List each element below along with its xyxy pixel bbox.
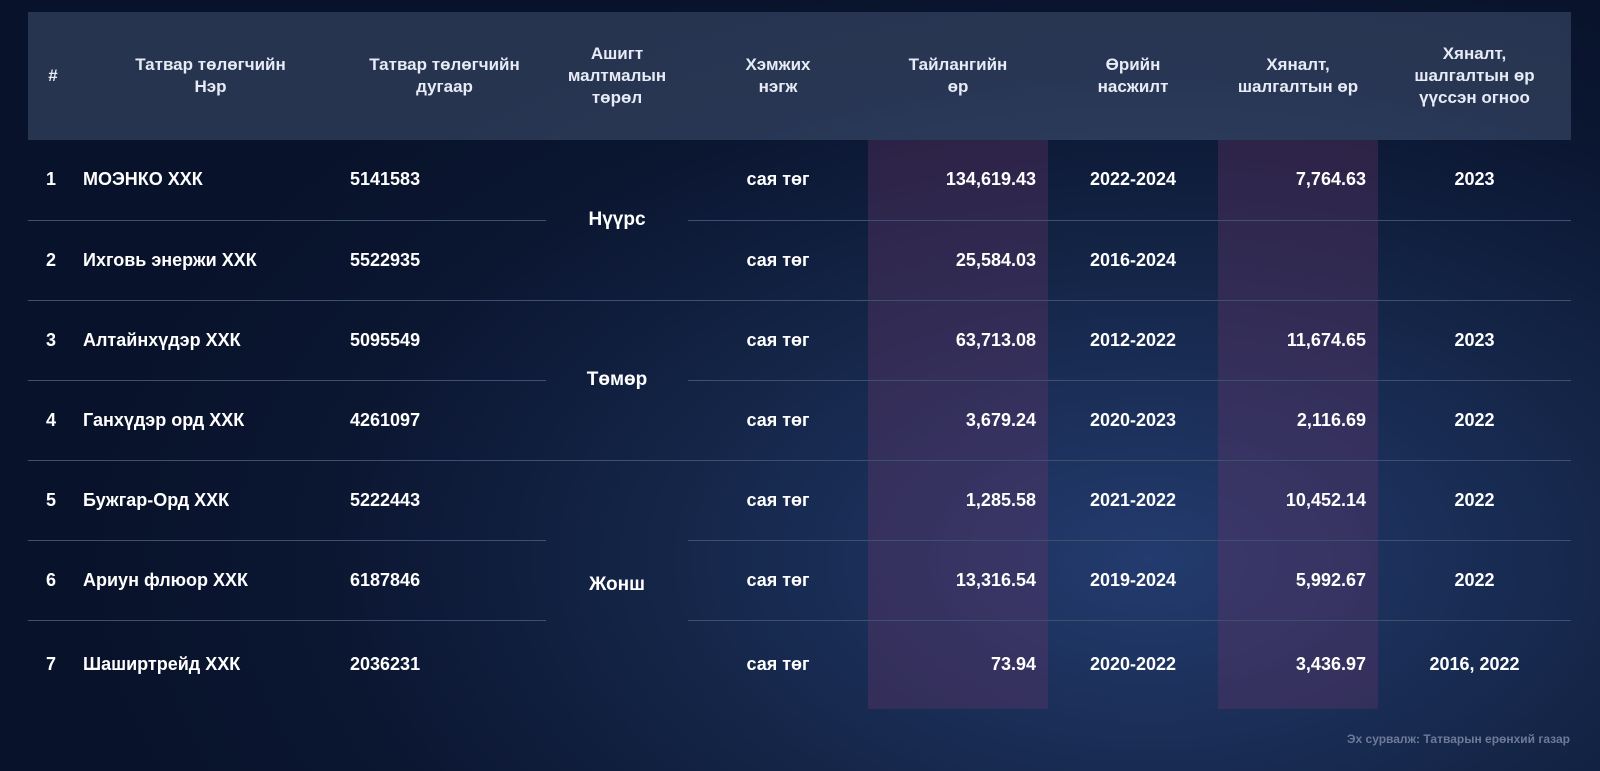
inspection-debt-date: 2016, 2022 xyxy=(1378,619,1571,709)
inspection-debt: 5,992.67 xyxy=(1218,539,1378,620)
inspection-debt: 7,764.63 xyxy=(1218,140,1378,220)
taxpayer-id: 5522935 xyxy=(343,219,546,300)
reported-debt: 25,584.03 xyxy=(868,219,1048,300)
row-number: 1 xyxy=(46,169,57,190)
unit: сая төг xyxy=(688,619,868,709)
unit: сая төг xyxy=(688,459,868,540)
taxpayer-name: Ганхүдэр орд ХХК xyxy=(78,379,343,460)
inspection-debt-date: 2022 xyxy=(1378,379,1571,460)
taxpayer-id: 5141583 xyxy=(350,169,421,190)
mineral-type-coal: Нүүрс xyxy=(588,208,646,230)
inspection-debt-date: 2023 xyxy=(1454,169,1495,190)
table-header-row: # Татвар төлөгчийн Нэр Татвар төлөгчийн ду… xyxy=(28,12,1571,140)
debt-aging: 2012-2022 xyxy=(1048,299,1218,380)
unit: сая төг xyxy=(688,539,868,620)
inspection-debt-date: 2023 xyxy=(1378,299,1571,380)
table-row: 4 Ганхүдэр орд ХХК 4261097 сая төг 3,679… xyxy=(28,379,1571,460)
inspection-debt: 3,436.97 xyxy=(1218,619,1378,709)
unit: сая төг xyxy=(688,219,868,300)
inspection-debt: 11,674.65 xyxy=(1218,299,1378,380)
taxpayer-id: 5095549 xyxy=(343,299,546,380)
reported-debt: 13,316.54 xyxy=(868,539,1048,620)
inspection-debt-date: 2022 xyxy=(1378,459,1571,540)
taxpayer-name: Шаширтрейд ХХК xyxy=(78,619,343,709)
row-number: 4 xyxy=(28,379,78,460)
unit: сая төг xyxy=(746,169,810,190)
row-number: 5 xyxy=(28,459,78,540)
source-note: Эх сурвалж: Татварын ерөнхий газар xyxy=(1346,732,1570,746)
debt-aging: 2016-2024 xyxy=(1048,219,1218,300)
debt-aging: 2021-2022 xyxy=(1048,459,1218,540)
table-row: 3 Алтайнхүдэр ХХК 5095549 Төмөр сая төг … xyxy=(28,299,1571,460)
header-debt-aging: Өрийн насжилт xyxy=(1097,55,1169,96)
reported-debt: 1,285.58 xyxy=(868,459,1048,540)
header-reported-debt: Тайлангийн өр xyxy=(908,55,1008,96)
taxpayer-id: 5222443 xyxy=(343,459,546,540)
taxpayer-id: 4261097 xyxy=(343,379,546,460)
taxpayer-name: МОЭНКО ХХК xyxy=(83,169,203,190)
header-taxpayer-name: Татвар төлөгчийн Нэр xyxy=(135,55,286,96)
table-row: 6 Ариун флюор ХХК 6187846 сая төг 13,316… xyxy=(28,539,1571,620)
debt-table-container: # Татвар төлөгчийн Нэр Татвар төлөгчийн ду… xyxy=(28,12,1571,712)
taxpayer-name: Бужгар-Орд ХХК xyxy=(78,459,343,540)
row-number: 2 xyxy=(28,219,78,300)
reported-debt: 73.94 xyxy=(868,619,1048,709)
table-row: 7 Шаширтрейд ХХК 2036231 сая төг 73.94 2… xyxy=(28,619,1571,709)
row-number: 6 xyxy=(28,539,78,620)
header-inspection-debt-date: Хяналт, шалгалтын өр үүссэн огноо xyxy=(1414,44,1535,107)
inspection-debt xyxy=(1218,219,1378,300)
mineral-type-iron: Төмөр xyxy=(546,299,688,460)
mineral-type-fluorspar: Жонш xyxy=(546,459,688,709)
taxpayer-name: Алтайнхүдэр ХХК xyxy=(78,299,343,380)
table-row: 1 МОЭНКО ХХК 5141583 Нүүрс сая төг 134,6… xyxy=(28,140,1571,230)
reported-debt: 63,713.08 xyxy=(868,299,1048,380)
taxpayer-name: Ариун флюор ХХК xyxy=(78,539,343,620)
tax-debt-table: # Татвар төлөгчийн Нэр Татвар төлөгчийн ду… xyxy=(28,12,1571,709)
header-unit: Хэмжих нэгж xyxy=(745,55,811,96)
unit: сая төг xyxy=(688,299,868,380)
debt-aging: 2020-2022 xyxy=(1048,619,1218,709)
inspection-debt-date xyxy=(1378,219,1571,300)
reported-debt: 134,619.43 xyxy=(868,140,1048,220)
taxpayer-id: 2036231 xyxy=(343,619,546,709)
inspection-debt: 10,452.14 xyxy=(1218,459,1378,540)
debt-aging: 2020-2023 xyxy=(1048,379,1218,460)
unit: сая төг xyxy=(688,379,868,460)
inspection-debt: 2,116.69 xyxy=(1218,379,1378,460)
taxpayer-id: 6187846 xyxy=(343,539,546,620)
inspection-debt-date: 2022 xyxy=(1378,539,1571,620)
header-mineral-type: Ашигт малтмалын төрөл xyxy=(567,44,667,107)
table-row: 2 Ихговь энержи ХХК 5522935 сая төг 25,5… xyxy=(28,219,1571,300)
table-row: 5 Бужгар-Орд ХХК 5222443 Жонш сая төг 1,… xyxy=(28,459,1571,709)
row-number: 3 xyxy=(28,299,78,380)
taxpayer-name: Ихговь энержи ХХК xyxy=(78,219,343,300)
debt-aging: 2022-2024 xyxy=(1089,169,1177,190)
reported-debt: 3,679.24 xyxy=(868,379,1048,460)
header-taxpayer-id: Татвар төлөгчийн дугаар xyxy=(369,55,520,96)
row-number: 7 xyxy=(28,619,78,709)
header-num: # xyxy=(48,66,58,85)
debt-aging: 2019-2024 xyxy=(1048,539,1218,620)
header-inspection-debt: Хяналт, шалгалтын өр xyxy=(1237,55,1359,96)
